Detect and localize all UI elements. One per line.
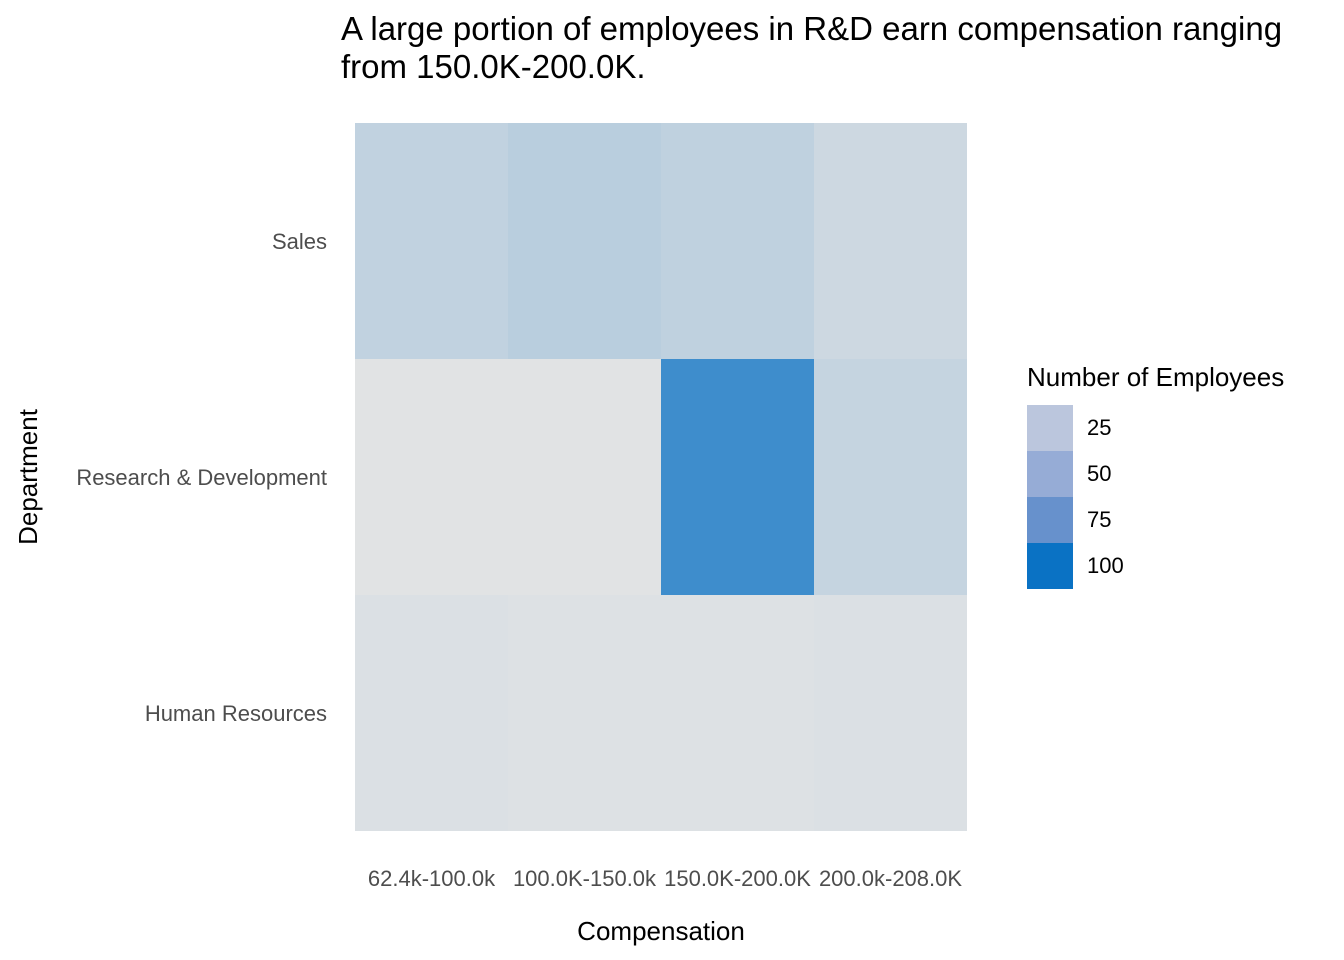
heatmap-cell — [355, 359, 508, 595]
chart-title: A large portion of employees in R&D earn… — [341, 10, 1283, 85]
legend-item: 75 — [1027, 497, 1284, 543]
x-axis-title: Compensation — [577, 916, 745, 946]
legend-title: Number of Employees — [1027, 362, 1285, 392]
heatmap-cell — [508, 595, 661, 831]
legend-label: 75 — [1087, 507, 1112, 532]
x-tick-label: 100.0K-150.0k — [513, 866, 657, 891]
legend-swatch — [1027, 405, 1073, 451]
y-axis-title: Department — [13, 408, 43, 545]
heatmap-cell — [508, 359, 661, 595]
x-tick-label: 200.0k-208.0K — [819, 866, 962, 891]
legend-item: 100 — [1027, 543, 1284, 589]
heatmap-cell — [355, 123, 508, 359]
legend-swatch — [1027, 451, 1073, 497]
heatmap-cell — [661, 359, 814, 595]
legend-item: 50 — [1027, 451, 1284, 497]
y-tick-label: Human Resources — [145, 701, 327, 726]
legend-label: 25 — [1087, 415, 1112, 440]
heatmap-cell — [661, 595, 814, 831]
legend: Number of Employees 25 50 75 100 — [1027, 362, 1284, 589]
heatmap-cell — [814, 359, 967, 595]
legend-label: 100 — [1087, 553, 1124, 578]
x-tick-label: 62.4k-100.0k — [368, 866, 496, 891]
heatmap-cell — [661, 123, 814, 359]
heatmap-cell — [508, 123, 661, 359]
y-tick-label: Research & Development — [76, 465, 327, 490]
y-tick-label: Sales — [272, 229, 327, 254]
legend-label: 50 — [1087, 461, 1112, 486]
legend-swatch — [1027, 497, 1073, 543]
heatmap-cell — [814, 595, 967, 831]
heatmap-cell — [814, 123, 967, 359]
legend-swatch — [1027, 543, 1073, 589]
heatmap-cell — [355, 595, 508, 831]
legend-rows: 25 50 75 100 — [1027, 405, 1284, 589]
legend-item: 25 — [1027, 405, 1284, 451]
x-tick-label: 150.0K-200.0K — [664, 866, 811, 891]
